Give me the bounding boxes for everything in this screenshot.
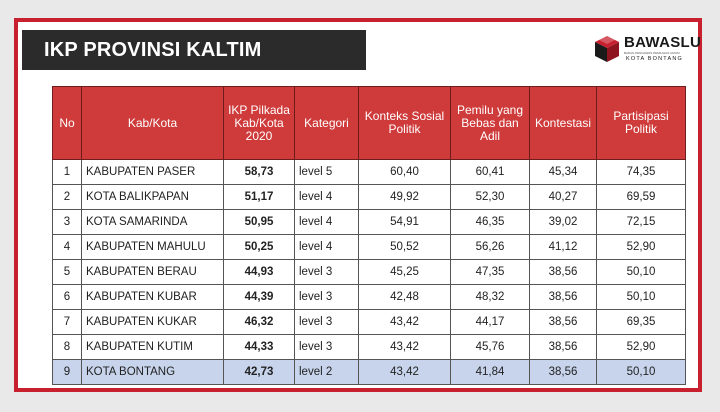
cell-no: 4 — [52, 234, 82, 260]
cell-kab-kota: KABUPATEN MAHULU — [81, 234, 224, 260]
cell-partisipasi: 50,10 — [596, 259, 686, 285]
cell-ikp: 44,93 — [223, 259, 295, 285]
cell-kategori: level 5 — [294, 159, 359, 185]
cell-partisipasi: 50,10 — [596, 359, 686, 385]
header-no: No — [52, 86, 82, 160]
cell-kontestasi: 38,56 — [529, 284, 597, 310]
cell-kategori: level 3 — [294, 259, 359, 285]
cell-konteks: 45,25 — [358, 259, 451, 285]
cell-kab-kota: KABUPATEN KUTIM — [81, 334, 224, 360]
bawaslu-emblem-icon — [595, 36, 619, 62]
cell-ikp: 44,39 — [223, 284, 295, 310]
header-partisipasi-politik: Partisipasi Politik — [596, 86, 686, 160]
cell-partisipasi: 69,59 — [596, 184, 686, 210]
table-row: 3 KOTA SAMARINDA 50,95 level 4 54,91 46,35 39,… — [52, 209, 686, 235]
cell-ikp: 50,25 — [223, 234, 295, 260]
cell-no: 8 — [52, 334, 82, 360]
cell-partisipasi: 50,10 — [596, 284, 686, 310]
table-row: 4 KABUPATEN MAHULU 50,25 level 4 50,52 56,26 4… — [52, 234, 686, 260]
table-row: 7 KABUPATEN KUKAR 46,32 level 3 43,42 44,17 38… — [52, 309, 686, 335]
header-kontestasi: Kontestasi — [529, 86, 597, 160]
cell-no: 5 — [52, 259, 82, 285]
header-pemilu-bebas-adil: Pemilu yang Bebas dan Adil — [450, 86, 530, 160]
cell-pemilu: 45,76 — [450, 334, 530, 360]
cell-no: 9 — [52, 359, 82, 385]
cell-ikp: 50,95 — [223, 209, 295, 235]
cell-kontestasi: 39,02 — [529, 209, 597, 235]
cell-no: 1 — [52, 159, 82, 185]
cell-kab-kota: KABUPATEN BERAU — [81, 259, 224, 285]
cell-pemilu: 52,30 — [450, 184, 530, 210]
cell-kategori: level 4 — [294, 234, 359, 260]
cell-kontestasi: 40,27 — [529, 184, 597, 210]
table-row: 5 KABUPATEN BERAU 44,93 level 3 45,25 47,35 38… — [52, 259, 686, 285]
cell-konteks: 54,91 — [358, 209, 451, 235]
cell-ikp: 42,73 — [223, 359, 295, 385]
table-body: 1 KABUPATEN PASER 58,73 level 5 60,40 60,41 45… — [52, 159, 686, 385]
cell-kab-kota: KABUPATEN KUBAR — [81, 284, 224, 310]
cell-kontestasi: 45,34 — [529, 159, 597, 185]
cell-kab-kota: KOTA BALIKPAPAN — [81, 184, 224, 210]
cell-kab-kota: KOTA BONTANG — [81, 359, 224, 385]
ikp-table: No Kab/Kota IKP Pilkada Kab/Kota 2020 Ka… — [52, 86, 686, 385]
cell-kategori: level 2 — [294, 359, 359, 385]
header-ikp: IKP Pilkada Kab/Kota 2020 — [223, 86, 295, 160]
table-row: 8 KABUPATEN KUTIM 44,33 level 3 43,42 45,76 38… — [52, 334, 686, 360]
cell-kategori: level 4 — [294, 184, 359, 210]
cell-ikp: 46,32 — [223, 309, 295, 335]
cell-kontestasi: 41,12 — [529, 234, 597, 260]
cell-partisipasi: 72,15 — [596, 209, 686, 235]
cell-partisipasi: 69,35 — [596, 309, 686, 335]
cell-kategori: level 4 — [294, 209, 359, 235]
cell-konteks: 60,40 — [358, 159, 451, 185]
cell-ikp: 58,73 — [223, 159, 295, 185]
cell-konteks: 43,42 — [358, 334, 451, 360]
header-kategori: Kategori — [294, 86, 359, 160]
cell-pemilu: 44,17 — [450, 309, 530, 335]
cell-partisipasi: 52,90 — [596, 334, 686, 360]
header-konteks-sosial-politik: Konteks Sosial Politik — [358, 86, 451, 160]
logo-name: BAWASLU — [624, 34, 702, 51]
cell-konteks: 42,48 — [358, 284, 451, 310]
cell-kategori: level 3 — [294, 334, 359, 360]
cell-pemilu: 47,35 — [450, 259, 530, 285]
cell-no: 6 — [52, 284, 82, 310]
cell-pemilu: 60,41 — [450, 159, 530, 185]
table-row: 2 KOTA BALIKPAPAN 51,17 level 4 49,92 52,30 40… — [52, 184, 686, 210]
cell-pemilu: 41,84 — [450, 359, 530, 385]
slide-title: IKP PROVINSI KALTIM — [22, 30, 366, 70]
bawaslu-logo: BAWASLU BADAN PENGAWAS PEMILIHAN UMUM KO… — [592, 32, 710, 68]
cell-konteks: 49,92 — [358, 184, 451, 210]
cell-kab-kota: KABUPATEN KUKAR — [81, 309, 224, 335]
cell-kontestasi: 38,56 — [529, 309, 597, 335]
table-header-row: No Kab/Kota IKP Pilkada Kab/Kota 2020 Ka… — [52, 86, 686, 160]
cell-konteks: 50,52 — [358, 234, 451, 260]
cell-ikp: 51,17 — [223, 184, 295, 210]
table-row: 9 KOTA BONTANG 42,73 level 2 43,42 41,84 38,56… — [52, 359, 686, 385]
cell-partisipasi: 52,90 — [596, 234, 686, 260]
header-kab-kota: Kab/Kota — [81, 86, 224, 160]
cell-no: 2 — [52, 184, 82, 210]
cell-partisipasi: 74,35 — [596, 159, 686, 185]
logo-tagline: BADAN PENGAWAS PEMILIHAN UMUM — [624, 51, 680, 55]
cell-kab-kota: KOTA SAMARINDA — [81, 209, 224, 235]
cell-kategori: level 3 — [294, 284, 359, 310]
cell-konteks: 43,42 — [358, 359, 451, 385]
cell-kontestasi: 38,56 — [529, 259, 597, 285]
cell-kategori: level 3 — [294, 309, 359, 335]
cell-ikp: 44,33 — [223, 334, 295, 360]
cell-pemilu: 48,32 — [450, 284, 530, 310]
cell-pemilu: 56,26 — [450, 234, 530, 260]
table-row: 6 KABUPATEN KUBAR 44,39 level 3 42,48 48,32 38… — [52, 284, 686, 310]
cell-kontestasi: 38,56 — [529, 334, 597, 360]
cell-pemilu: 46,35 — [450, 209, 530, 235]
cell-kontestasi: 38,56 — [529, 359, 597, 385]
cell-kab-kota: KABUPATEN PASER — [81, 159, 224, 185]
cell-konteks: 43,42 — [358, 309, 451, 335]
cell-no: 7 — [52, 309, 82, 335]
cell-no: 3 — [52, 209, 82, 235]
logo-city: KOTA BONTANG — [626, 56, 683, 62]
table-row: 1 KABUPATEN PASER 58,73 level 5 60,40 60,41 45… — [52, 159, 686, 185]
